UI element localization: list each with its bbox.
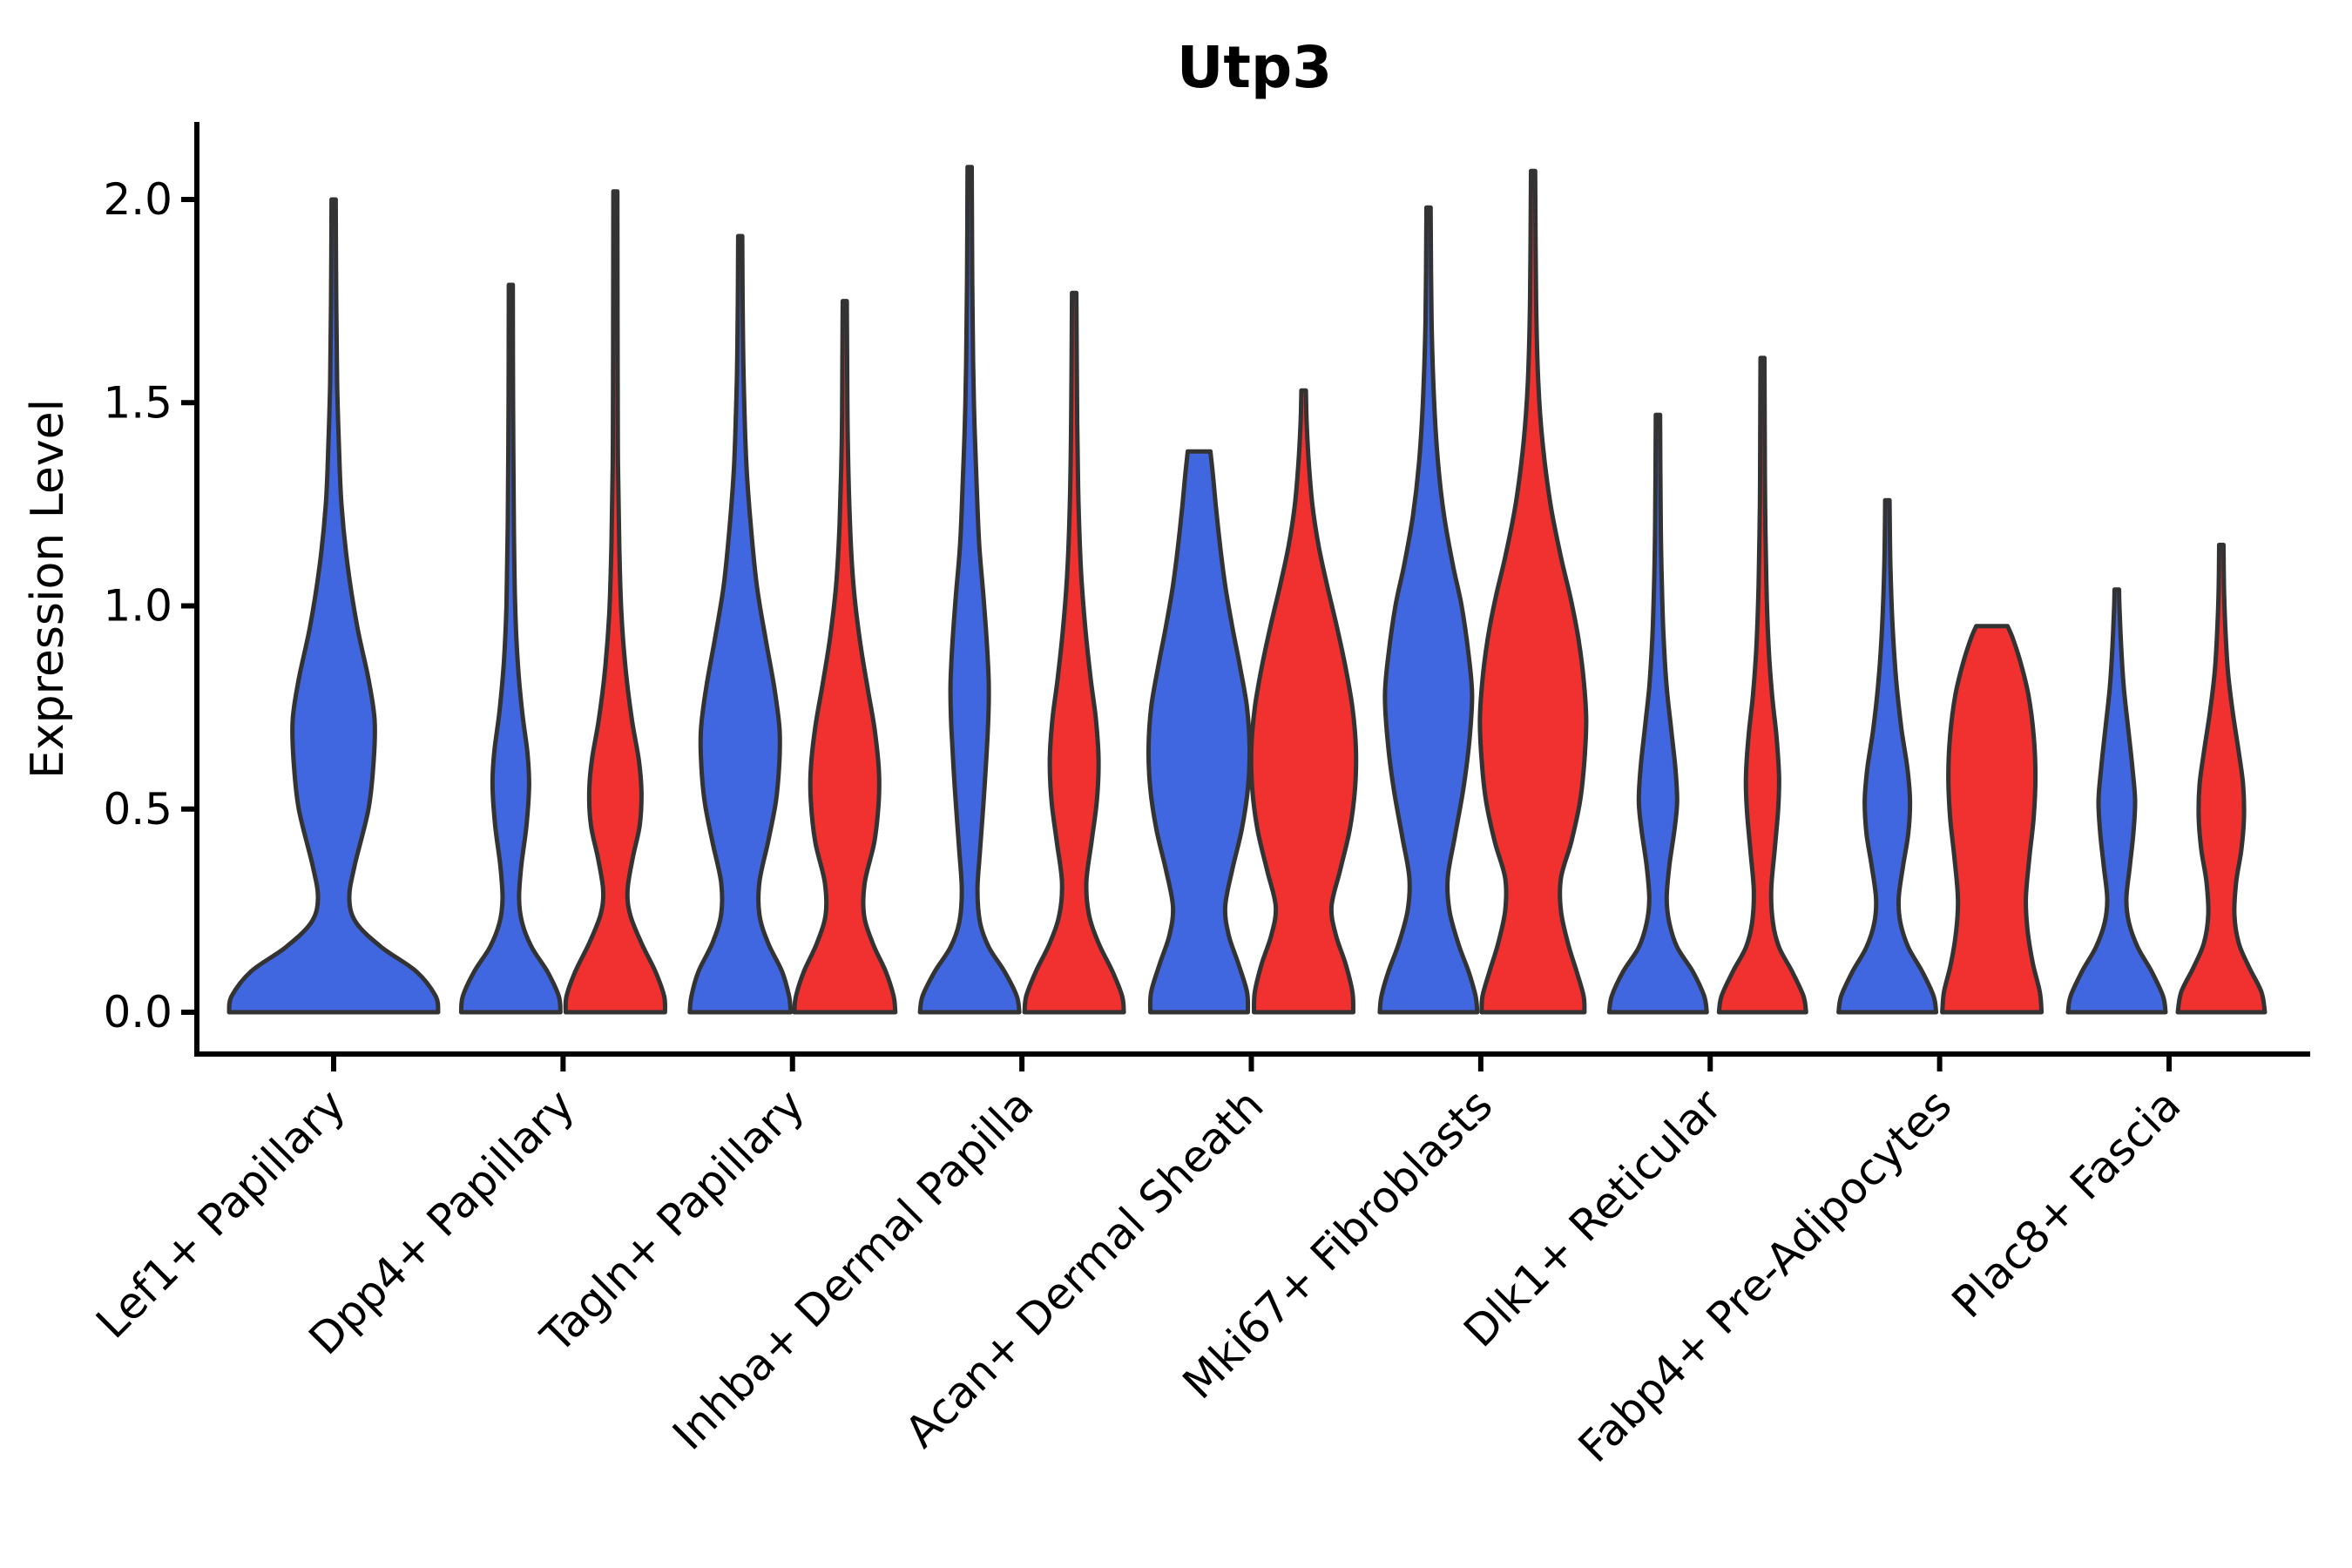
violin-red-2 xyxy=(792,299,898,1015)
violin-red-5 xyxy=(1477,168,1589,1015)
violin-red-4 xyxy=(1248,388,1359,1015)
violin-blue-2 xyxy=(687,233,794,1015)
violin-red-8 xyxy=(2175,543,2268,1015)
violin-red-1 xyxy=(563,189,667,1015)
violin-red-6 xyxy=(1716,355,1808,1015)
violin-blue-5 xyxy=(1377,205,1480,1015)
violin-blue-7 xyxy=(1836,497,1939,1015)
x-tick-label: Lef1+ Papillary xyxy=(86,1079,355,1348)
y-axis-title: Expression Level xyxy=(22,399,74,779)
chart-title: Utp3 xyxy=(1177,34,1332,101)
violin-blue-8 xyxy=(2065,587,2168,1015)
violin-blue-4 xyxy=(1146,449,1253,1015)
y-tick-label: 0.0 xyxy=(103,987,172,1037)
violin-blue-0 xyxy=(226,197,441,1015)
y-tick-label: 1.0 xyxy=(103,581,172,632)
axes-layer: 0.0 0.5 1.0 1.5 2.0 xyxy=(103,122,2310,1071)
violins-layer xyxy=(226,165,2268,1015)
violin-blue-3 xyxy=(917,165,1022,1015)
x-tick-label: Fabp4+ Pre-Adipocytes xyxy=(1569,1079,1962,1472)
violin-blue-1 xyxy=(458,282,563,1015)
y-tick-label: 1.5 xyxy=(103,377,172,428)
x-tick-label: Plac8+ Fascia xyxy=(1943,1079,2191,1328)
y-tick-label: 0.5 xyxy=(103,784,172,835)
y-tick-label: 2.0 xyxy=(103,174,172,225)
violin-red-3 xyxy=(1022,290,1126,1015)
violin-blue-6 xyxy=(1606,412,1709,1015)
violin-red-7 xyxy=(1940,624,2044,1015)
